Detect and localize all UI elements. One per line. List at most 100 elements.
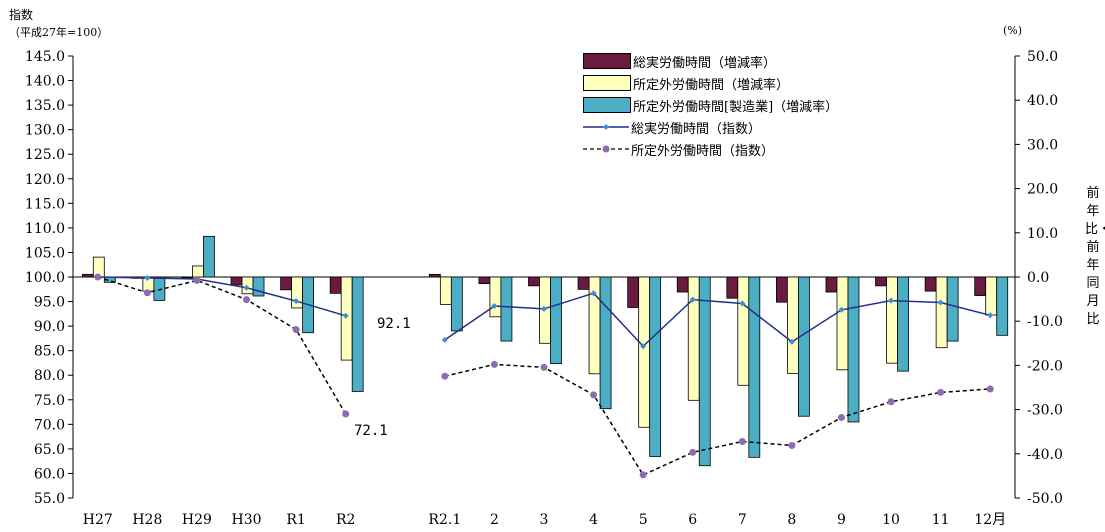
bar	[489, 276, 502, 318]
line-point	[986, 385, 994, 393]
left-tick-label: 130.0	[25, 123, 65, 139]
bar	[627, 276, 640, 308]
right-tick-label: -20.0	[1027, 358, 1063, 374]
line-point	[193, 276, 201, 284]
bar	[181, 276, 193, 279]
left-tick-label: 135.0	[25, 98, 65, 114]
legend: 総実労働時間（増減率） 所定外労働時間（増減率） 所定外労働時間[製造業]（増減…	[583, 50, 838, 160]
bar	[428, 273, 441, 278]
bar	[203, 235, 215, 278]
bar	[935, 276, 948, 349]
right-axis-title: 前年比・前年同月比	[1085, 186, 1105, 327]
line-point	[640, 343, 647, 350]
left-tick-label: 60.0	[34, 466, 65, 482]
annotation-92-1: 92.1	[377, 316, 411, 332]
bar	[230, 276, 243, 286]
bar	[500, 276, 513, 342]
annotation-72-1: 72.1	[354, 423, 388, 439]
bar	[81, 273, 94, 278]
line-point	[590, 391, 598, 399]
bar	[726, 276, 739, 299]
line-point	[94, 273, 102, 281]
bar	[836, 276, 849, 371]
bar	[192, 265, 204, 278]
right-tick-label: -40.0	[1027, 447, 1063, 463]
left-axis-subtitle: （平成27年=100）	[9, 26, 109, 39]
bar	[775, 276, 788, 303]
series-line	[97, 276, 346, 317]
bar	[550, 276, 562, 365]
line-point	[937, 388, 945, 396]
bar	[153, 276, 166, 301]
bar	[996, 276, 1009, 336]
bar	[737, 276, 750, 386]
bar	[897, 276, 909, 372]
line-point	[243, 284, 250, 291]
line-point	[243, 296, 251, 304]
legend-swatch	[583, 142, 629, 156]
left-tick-label: 115.0	[25, 196, 65, 212]
left-tick-label: 110.0	[25, 221, 65, 237]
left-tick-label: 75.0	[34, 393, 65, 409]
legend-label: 総実労働時間（指数）	[631, 121, 762, 137]
line-point	[590, 290, 597, 297]
bar	[478, 276, 491, 285]
right-axis-unit: (%)	[1003, 24, 1023, 37]
series-line	[97, 276, 347, 415]
line-point	[541, 305, 547, 312]
right-tick-label: -10.0	[1027, 314, 1063, 330]
right-tick-label: -30.0	[1027, 403, 1063, 419]
legend-item-manufacturing-overtime-rate: 所定外労働時間[製造業]（増減率）	[583, 94, 838, 116]
x-tick-label: H27	[83, 512, 113, 528]
line-point	[292, 326, 300, 334]
line-point	[838, 306, 845, 313]
right-tick-label: 40.0	[1027, 93, 1058, 109]
legend-item-total-hours-rate: 総実労働時間（増減率）	[583, 50, 838, 72]
line-point	[293, 298, 300, 305]
x-tick-label: R2	[336, 512, 355, 528]
line-point	[540, 363, 548, 371]
bar	[875, 276, 887, 287]
left-tick-label: 100.0	[25, 270, 65, 286]
line-point	[837, 413, 845, 421]
left-tick-label: 80.0	[34, 368, 65, 384]
line-point	[639, 471, 647, 479]
x-tick-label: 6	[688, 512, 697, 528]
legend-label: 所定外労働時間[製造業]（増減率）	[633, 99, 839, 115]
bar	[847, 276, 860, 423]
left-tick-label: 85.0	[34, 344, 65, 360]
line-point	[987, 312, 994, 319]
x-tick-label: 11	[932, 512, 950, 528]
bar	[985, 276, 998, 316]
bar	[786, 276, 799, 374]
line-point	[937, 299, 944, 306]
legend-item-overtime-index: 所定外労働時間（指数）	[583, 138, 838, 160]
x-tick-label: 8	[787, 512, 796, 528]
left-tick-label: 90.0	[34, 319, 65, 335]
line-point	[739, 300, 746, 307]
bar	[698, 276, 711, 467]
x-tick-label: H28	[132, 512, 162, 528]
line-point	[441, 372, 449, 380]
x-tick-label: 7	[738, 512, 747, 528]
bar	[528, 276, 540, 287]
bar	[340, 276, 353, 361]
lines	[94, 273, 994, 479]
x-tick-label: 9	[837, 512, 846, 528]
line-point	[689, 448, 697, 456]
left-tick-label: 125.0	[25, 147, 65, 163]
x-tick-label: H29	[182, 512, 212, 528]
bar	[649, 276, 662, 457]
bar	[687, 276, 700, 401]
legend-swatch	[583, 120, 629, 134]
bar	[329, 276, 342, 294]
legend-swatch	[583, 53, 631, 69]
bar	[974, 276, 987, 296]
x-tick-label: H30	[232, 512, 262, 528]
line-point	[788, 441, 796, 449]
bar	[797, 276, 810, 417]
bar	[439, 276, 452, 305]
line-point	[342, 312, 349, 319]
bar	[450, 276, 463, 332]
series-line	[444, 363, 991, 476]
